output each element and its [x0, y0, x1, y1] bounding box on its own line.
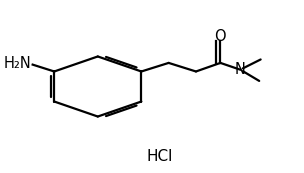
- Text: H₂N: H₂N: [3, 56, 31, 71]
- Text: O: O: [215, 29, 226, 44]
- Text: HCl: HCl: [147, 149, 173, 164]
- Text: N: N: [235, 62, 246, 77]
